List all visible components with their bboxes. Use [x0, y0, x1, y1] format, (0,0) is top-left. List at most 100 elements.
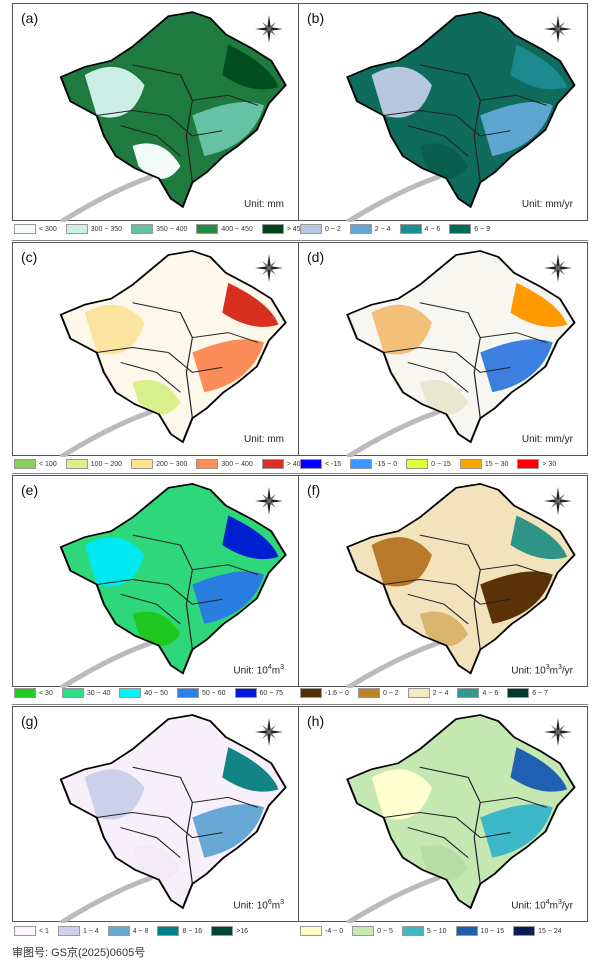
- map-panel-f: (f) Unit: 103m3/yr: [298, 475, 588, 688]
- map-region: [132, 143, 181, 179]
- legend-label: 10 ~ 15: [480, 927, 505, 935]
- legend: -1.6 ~ 0 0 ~ 2 2 ~ 4 4 ~ 6 6 ~ 7: [300, 688, 554, 698]
- legend-label: 60 ~ 75: [259, 689, 284, 697]
- legend-item: > 30: [517, 459, 556, 469]
- legend-label: 100 ~ 200: [90, 460, 123, 468]
- legend-swatch: [457, 688, 480, 698]
- admin-boundaries: [96, 64, 259, 183]
- legend-swatch: [196, 224, 219, 234]
- legend-label: 8 ~ 16: [182, 927, 203, 935]
- map-region: [84, 66, 145, 118]
- legend: < -15 -15 ~ 0 0 ~ 15 15 ~ 30 > 30: [300, 459, 562, 469]
- legend: < 100 100 ~ 200 200 ~ 300 300 ~ 400 > 400: [14, 459, 310, 469]
- map-region: [371, 769, 432, 820]
- legend-item: 60 ~ 75: [234, 688, 284, 698]
- region-outline: [346, 483, 576, 675]
- legend: < 300 300 ~ 350 350 ~ 400 400 ~ 450 > 450: [14, 224, 310, 234]
- region-map: [59, 714, 287, 923]
- map-region: [192, 571, 265, 624]
- legend-swatch: [211, 926, 234, 936]
- river-line: [346, 861, 452, 923]
- region-map: [346, 483, 576, 688]
- legend-swatch: [399, 224, 422, 234]
- region-map: [59, 250, 287, 457]
- legend-item: 0 ~ 2: [300, 224, 341, 234]
- map-region: [510, 515, 568, 560]
- map-region: [192, 102, 265, 157]
- legend-item: 0 ~ 2: [357, 688, 399, 698]
- legend-item: 300 ~ 400: [196, 459, 253, 469]
- region-outline: [59, 714, 287, 910]
- map-panel-h: (h) Unit: 104m3/yr: [298, 706, 588, 923]
- legend-item: >16: [211, 926, 248, 936]
- map-region: [480, 102, 553, 157]
- legend-item: -4 ~ 0: [300, 926, 343, 936]
- map-region: [222, 747, 279, 792]
- admin-boundaries: [96, 302, 259, 419]
- legend-swatch: [234, 688, 257, 698]
- legend-label: 4 ~ 8: [132, 927, 149, 935]
- legend-item: 300 ~ 350: [65, 224, 122, 234]
- legend-label: < 300: [39, 225, 57, 233]
- region-outline: [59, 250, 287, 444]
- legend: < 1 1 ~ 4 4 ~ 8 8 ~ 16 >16: [14, 926, 254, 936]
- legend-label: 6 ~ 7: [532, 689, 548, 697]
- river-line: [346, 160, 452, 222]
- map-region: [222, 282, 279, 327]
- map-region: [222, 44, 279, 90]
- map-region: [510, 747, 568, 792]
- north-arrow-icon: [255, 487, 283, 515]
- legend-label: 30 ~ 40: [86, 689, 111, 697]
- river-line: [59, 395, 165, 457]
- legend-swatch: [407, 688, 430, 698]
- legend-swatch: [65, 459, 88, 469]
- legend-swatch: [157, 926, 180, 936]
- panel-label: (e): [21, 482, 39, 498]
- river-line: [346, 395, 452, 457]
- region-map: [346, 714, 576, 923]
- legend-item: < 100: [14, 459, 57, 469]
- legend-swatch: [65, 224, 88, 234]
- unit-label: Unit: mm/yr: [521, 199, 573, 210]
- legend-swatch: [507, 688, 530, 698]
- legend-item: 4 ~ 6: [399, 224, 440, 234]
- legend-swatch: [513, 926, 536, 936]
- legend-swatch: [131, 224, 154, 234]
- legend-label: < 100: [39, 460, 57, 468]
- legend-item: > 450: [261, 224, 304, 234]
- legend-label: 2 ~ 4: [374, 225, 391, 233]
- legend-label: 200 ~ 300: [156, 460, 188, 468]
- legend-item: 1 ~ 4: [57, 926, 99, 936]
- legend-item: < -15: [300, 459, 341, 469]
- legend-item: < 300: [14, 224, 57, 234]
- map-region: [480, 339, 553, 393]
- panel-label: (h): [307, 713, 325, 729]
- legend-item: 8 ~ 16: [157, 926, 202, 936]
- legend: -4 ~ 0 0 ~ 5 5 ~ 10 10 ~ 15 15 ~ 24: [300, 926, 568, 936]
- legend-swatch: [401, 926, 424, 936]
- map-region: [222, 515, 279, 560]
- legend-swatch: [350, 459, 373, 469]
- legend-swatch: [517, 459, 540, 469]
- legend-item: 4 ~ 6: [457, 688, 498, 698]
- legend-swatch: [131, 459, 154, 469]
- legend-swatch: [261, 459, 284, 469]
- divider: [12, 473, 588, 474]
- admin-boundaries: [383, 534, 547, 650]
- legend-label: 400 ~ 450: [221, 225, 253, 233]
- map-region: [371, 537, 432, 587]
- map-region: [84, 304, 145, 355]
- legend-item: 2 ~ 4: [349, 224, 391, 234]
- unit-label: Unit: 104m3: [233, 663, 284, 676]
- river-line: [59, 626, 165, 688]
- legend-item: 6 ~ 9: [449, 224, 490, 234]
- north-arrow-icon: [544, 254, 572, 282]
- admin-boundaries: [96, 766, 259, 884]
- legend-swatch: [176, 688, 199, 698]
- legend-swatch: [449, 224, 472, 234]
- panel-label: (b): [307, 10, 325, 26]
- map-panel-b: (b) Unit: mm/yr: [298, 3, 588, 222]
- region-outline: [346, 250, 576, 444]
- legend-item: 15 ~ 30: [459, 459, 508, 469]
- legend-label: 0 ~ 2: [382, 689, 399, 697]
